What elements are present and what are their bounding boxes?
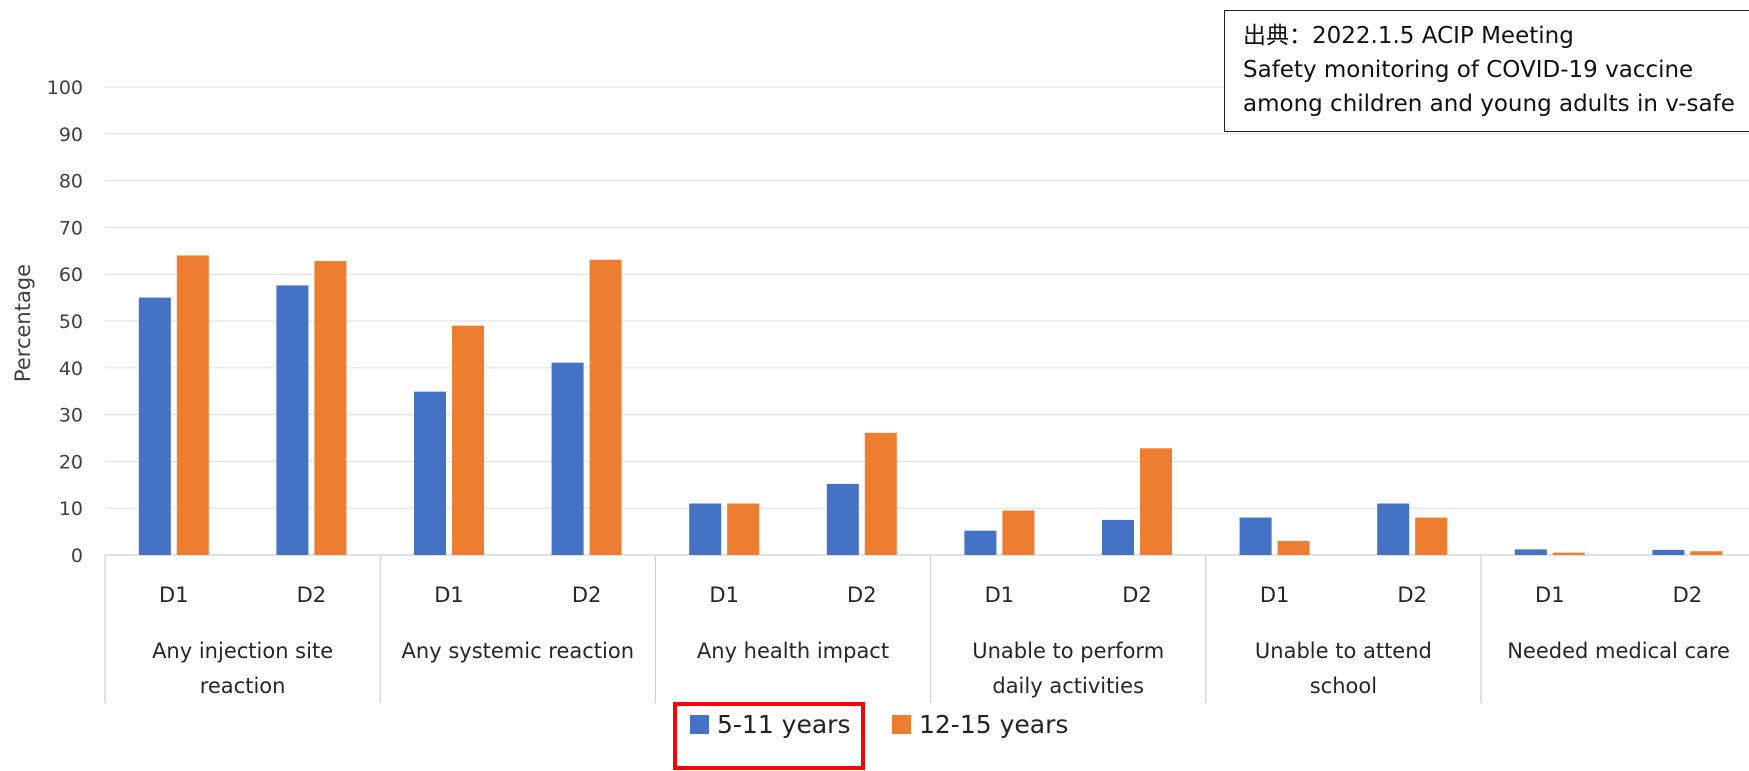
- legend-swatch-icon: [892, 715, 911, 734]
- bar: [1239, 517, 1272, 555]
- bar: [1102, 519, 1134, 555]
- group-label: Unable to attend: [1255, 639, 1432, 663]
- bar: [1002, 510, 1035, 555]
- bar: [176, 255, 209, 556]
- bar: [689, 503, 722, 555]
- bar: [276, 285, 309, 555]
- bar: [1377, 503, 1410, 555]
- x-axis: D1 D2 Any injection site reaction D1 D2 Any sy…: [104, 555, 1730, 703]
- dose-label: D1: [985, 583, 1015, 607]
- dose-label: D1: [1535, 583, 1565, 607]
- dose-label: D1: [709, 583, 739, 607]
- legend-swatch-icon: [690, 715, 709, 734]
- group-label: school: [1310, 674, 1377, 698]
- bar: [864, 432, 897, 555]
- bar: [1415, 517, 1448, 555]
- bar: [551, 362, 584, 555]
- y-tick-label: 80: [59, 171, 83, 193]
- group-label: Needed medical care: [1507, 639, 1730, 663]
- bar: [964, 530, 997, 555]
- source-line: 出典：2022.1.5 ACIP Meeting: [1243, 23, 1574, 49]
- y-tick-label: 60: [59, 264, 83, 286]
- bar: [1140, 448, 1172, 555]
- bar: [1514, 549, 1547, 555]
- group-label: Any health impact: [697, 639, 889, 663]
- dose-label: D2: [1673, 583, 1703, 607]
- bar: [589, 259, 622, 555]
- y-tick-label: 30: [59, 405, 83, 427]
- legend-label: 5-11 years: [717, 710, 851, 739]
- bar: [727, 503, 760, 555]
- group-label: reaction: [200, 674, 286, 698]
- dose-label: D2: [1122, 583, 1152, 607]
- group-label: daily activities: [992, 674, 1144, 698]
- bar: [1652, 549, 1685, 555]
- bar: [1552, 552, 1585, 555]
- legend-item-12-15: 12-15 years: [892, 710, 1068, 739]
- dose-label: D2: [847, 583, 877, 607]
- dose-label: D2: [572, 583, 602, 607]
- legend-label: 12-15 years: [919, 710, 1069, 739]
- y-tick-label: 70: [59, 217, 83, 239]
- bar: [314, 261, 347, 555]
- bar: [826, 483, 859, 555]
- group-label: Any injection site: [152, 639, 333, 663]
- dose-label: D2: [1397, 583, 1427, 607]
- legend-item-5-11: 5-11 years: [690, 710, 850, 739]
- dose-label: D2: [297, 583, 327, 607]
- source-box: 出典：2022.1.5 ACIP Meeting Safety monitori…: [1224, 10, 1749, 132]
- legend: 5-11 years 12-15 years: [0, 700, 1749, 770]
- bar: [452, 325, 484, 555]
- group-label: Any systemic reaction: [402, 639, 635, 663]
- gridlines: [105, 86, 1749, 556]
- legend-highlight-box: [673, 702, 865, 770]
- source-line: among children and young adults in v-saf…: [1243, 91, 1735, 117]
- y-tick-label: 0: [71, 545, 83, 567]
- y-tick-label: 50: [59, 311, 83, 333]
- dose-label: D1: [1260, 583, 1290, 607]
- bar: [1277, 540, 1310, 555]
- dose-label: D1: [434, 583, 464, 607]
- group-label: Unable to perform: [972, 639, 1164, 663]
- y-tick-label: 100: [47, 77, 83, 99]
- bar: [414, 391, 446, 555]
- y-tick-label: 20: [59, 451, 83, 473]
- bars: [138, 255, 1723, 556]
- y-tick-label: 10: [59, 498, 83, 520]
- source-line: Safety monitoring of COVID-19 vaccine: [1243, 57, 1694, 83]
- y-tick-label: 40: [59, 358, 83, 380]
- bar: [1690, 551, 1723, 555]
- bar: [138, 297, 171, 555]
- dose-label: D1: [159, 583, 189, 607]
- y-axis-title: Percentage: [11, 264, 35, 382]
- y-axis-ticks: 0 10 20 30 40 50 60 70 80 90 100: [47, 77, 83, 567]
- y-tick-label: 90: [59, 124, 83, 146]
